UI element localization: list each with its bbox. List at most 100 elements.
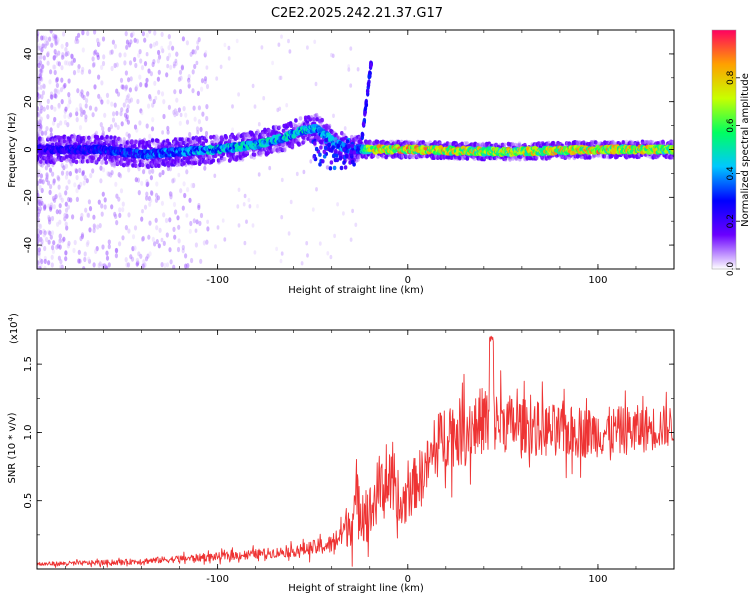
heatmap-cell: [82, 266, 86, 269]
heatmap-cell: [42, 232, 46, 238]
heatmap-cell: [37, 212, 40, 218]
heatmap-cell: [160, 262, 164, 268]
heatmap-cell: [60, 139, 64, 144]
heatmap-cell: [143, 145, 148, 150]
heatmap-cell: [114, 213, 118, 219]
heatmap-cell: [67, 157, 71, 162]
heatmap-cell: [64, 250, 68, 256]
heatmap-cell: [74, 167, 78, 173]
heatmap-cell: [143, 204, 148, 210]
heatmap-cell: [166, 129, 170, 135]
heatmap-cell: [231, 104, 234, 109]
heatmap-cell: [257, 122, 261, 127]
heatmap-cell: [48, 36, 52, 42]
heatmap-cell: [100, 211, 104, 217]
heatmap-cell: [181, 205, 185, 211]
heatmap-cell: [179, 112, 183, 118]
heatmap-cell: [160, 91, 165, 97]
heatmap-cell: [106, 137, 111, 142]
heatmap-cell: [113, 135, 117, 140]
heatmap-cell: [45, 236, 49, 243]
heatmap-cell: [64, 207, 69, 213]
heatmap-cell: [43, 204, 47, 210]
heatmap-cell: [37, 233, 40, 239]
heatmap-cell: [127, 42, 132, 48]
heatmap-cell: [41, 90, 46, 96]
heatmap-cell: [142, 259, 146, 265]
heatmap-cell: [68, 61, 72, 67]
heatmap-cell: [85, 92, 90, 98]
heatmap-cell: [136, 98, 140, 105]
heatmap-cell: [202, 240, 206, 246]
heatmap-cell: [165, 232, 169, 238]
heatmap-cell: [191, 88, 195, 94]
heatmap-cell: [69, 112, 73, 118]
heatmap-cell: [127, 212, 131, 218]
heatmap-cell: [54, 37, 58, 44]
heatmap-cell: [242, 202, 246, 207]
heatmap-cell: [143, 61, 148, 67]
heatmap-cell: [148, 30, 152, 34]
heatmap-cell: [46, 114, 50, 120]
heatmap-cell: [311, 207, 315, 212]
heatmap-cell: [356, 67, 360, 72]
heatmap-cell: [37, 156, 40, 161]
heatmap-cell: [52, 204, 56, 210]
heatmap-cell: [113, 139, 118, 144]
heatmap-cell: [176, 246, 181, 253]
heatmap-cell: [119, 77, 124, 83]
heatmap-cell: [192, 105, 196, 111]
heatmap-cell: [287, 38, 290, 44]
heatmap-cell: [91, 168, 95, 174]
heatmap-cell: [114, 140, 119, 146]
heatmap-cell: [52, 160, 56, 165]
heatmap-cell: [252, 152, 257, 157]
heatmap-cell: [100, 160, 104, 165]
heatmap-cell: [49, 204, 53, 211]
heatmap-cell: [185, 213, 189, 218]
heatmap-cell: [62, 236, 66, 242]
heatmap-cell: [112, 162, 116, 168]
heatmap-cell: [174, 108, 178, 114]
heatmap-cell: [86, 140, 91, 145]
heatmap-cell: [37, 260, 40, 266]
heatmap-cell: [37, 75, 41, 81]
heatmap-cell: [75, 196, 79, 202]
heatmap-cell: [42, 83, 46, 89]
heatmap-cell: [41, 35, 46, 41]
heatmap-cell: [127, 98, 132, 104]
heatmap-cell: [47, 229, 51, 235]
heatmap-cell: [72, 247, 76, 254]
heatmap-cell: [72, 70, 77, 76]
heatmap-cell: [114, 181, 118, 187]
heatmap-cell: [134, 62, 138, 69]
heatmap-cell: [49, 91, 54, 97]
heatmap-cell: [39, 66, 43, 73]
heatmap-cell: [59, 135, 64, 141]
heatmap-cell: [187, 74, 191, 80]
heatmap-cell: [107, 239, 111, 245]
heatmap-cell: [67, 179, 71, 185]
heatmap-cell: [71, 214, 75, 220]
heatmap-cell: [139, 108, 143, 114]
heatmap-cell: [280, 251, 284, 256]
heatmap-cell: [80, 232, 85, 238]
heatmap-cell: [306, 253, 309, 258]
heatmap-cell: [280, 215, 284, 220]
heatmap-cell: [119, 139, 123, 144]
heatmap-cell: [148, 140, 152, 145]
heatmap-cell: [100, 64, 104, 70]
heatmap-cell: [138, 49, 142, 55]
heatmap-cell: [296, 137, 301, 143]
heatmap-cell: [268, 165, 272, 171]
heatmap-cell: [55, 82, 60, 88]
heatmap-cell: [140, 110, 144, 116]
heatmap-cell: [134, 177, 138, 183]
heatmap-cell: [69, 197, 73, 203]
heatmap-cell: [45, 176, 49, 183]
heatmap-cell: [89, 173, 93, 179]
heatmap-cell: [59, 87, 64, 93]
heatmap-cell: [39, 173, 44, 179]
heatmap-cell: [84, 114, 88, 120]
heatmap-cell: [53, 106, 57, 112]
